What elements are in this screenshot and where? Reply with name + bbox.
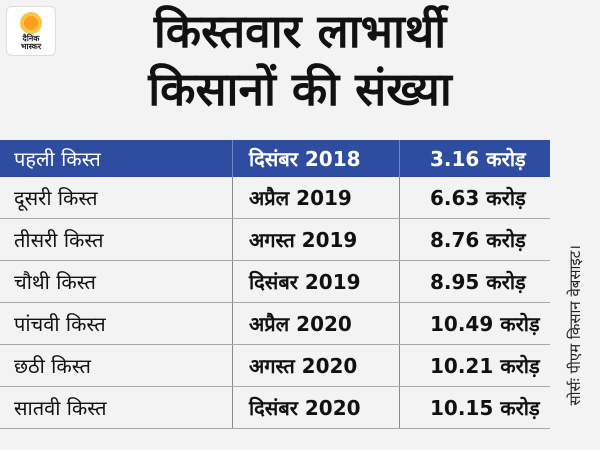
beneficiary-count: 10.21 करोड़	[399, 344, 550, 387]
installment-date: अगस्त 2020	[232, 344, 400, 387]
title-line-2: किसानों की संख्या	[148, 62, 452, 116]
title-line-1: किस्तवार लाभार्थी	[153, 4, 447, 58]
installment-date: दिसंबर 2020	[232, 386, 400, 429]
beneficiary-count: 3.16 करोड़	[399, 140, 550, 177]
installment-name: पहली किस्त	[0, 140, 233, 177]
beneficiary-count: 6.63 करोड़	[399, 177, 550, 219]
table-row: छठी किस्त अगस्त 2020 10.21 करोड़	[0, 344, 550, 387]
installment-name: सातवी किस्त	[0, 386, 233, 429]
table-row: चौथी किस्त दिसंबर 2019 8.95 करोड़	[0, 260, 550, 303]
table-row: पांचवी किस्त अप्रैल 2020 10.49 करोड़	[0, 302, 550, 345]
table-row: सातवी किस्त दिसंबर 2020 10.15 करोड़	[0, 386, 550, 429]
installment-date: दिसंबर 2019	[232, 260, 400, 303]
logo-text-line1: दैनिक	[22, 33, 40, 43]
beneficiary-count: 10.15 करोड़	[399, 386, 550, 429]
installment-date: दिसंबर 2018	[232, 140, 400, 177]
beneficiary-count: 10.49 करोड़	[399, 302, 550, 345]
installment-name: चौथी किस्त	[0, 260, 233, 303]
beneficiary-count: 8.76 करोड़	[399, 218, 550, 261]
installment-table: पहली किस्त दिसंबर 2018 3.16 करोड़ दूसरी किस…	[0, 140, 550, 429]
installment-name: छठी किस्त	[0, 344, 233, 387]
source-text: सोर्सः पीएम किसान वेबसाइट।	[566, 244, 584, 406]
logo-text-line2: भास्कर	[20, 41, 42, 51]
installment-date: अगस्त 2019	[232, 218, 400, 261]
installment-name: दूसरी किस्त	[0, 177, 233, 219]
installment-date: अप्रैल 2020	[232, 302, 400, 345]
beneficiary-count: 8.95 करोड़	[399, 260, 550, 303]
dainik-bhaskar-logo: दैनिक भास्कर	[6, 6, 56, 56]
installment-date: अप्रैल 2019	[232, 177, 400, 219]
infographic-title: किस्तवार लाभार्थी किसानों की संख्या	[0, 2, 600, 118]
table-row-highlighted: पहली किस्त दिसंबर 2018 3.16 करोड़	[0, 140, 550, 177]
installment-name: पांचवी किस्त	[0, 302, 233, 345]
table-row: तीसरी किस्त अगस्त 2019 8.76 करोड़	[0, 218, 550, 261]
table-row: दूसरी किस्त अप्रैल 2019 6.63 करोड़	[0, 177, 550, 219]
sun-logo-icon	[20, 11, 42, 34]
installment-name: तीसरी किस्त	[0, 218, 233, 261]
source-note: सोर्सः पीएम किसान वेबसाइट।	[562, 205, 588, 445]
